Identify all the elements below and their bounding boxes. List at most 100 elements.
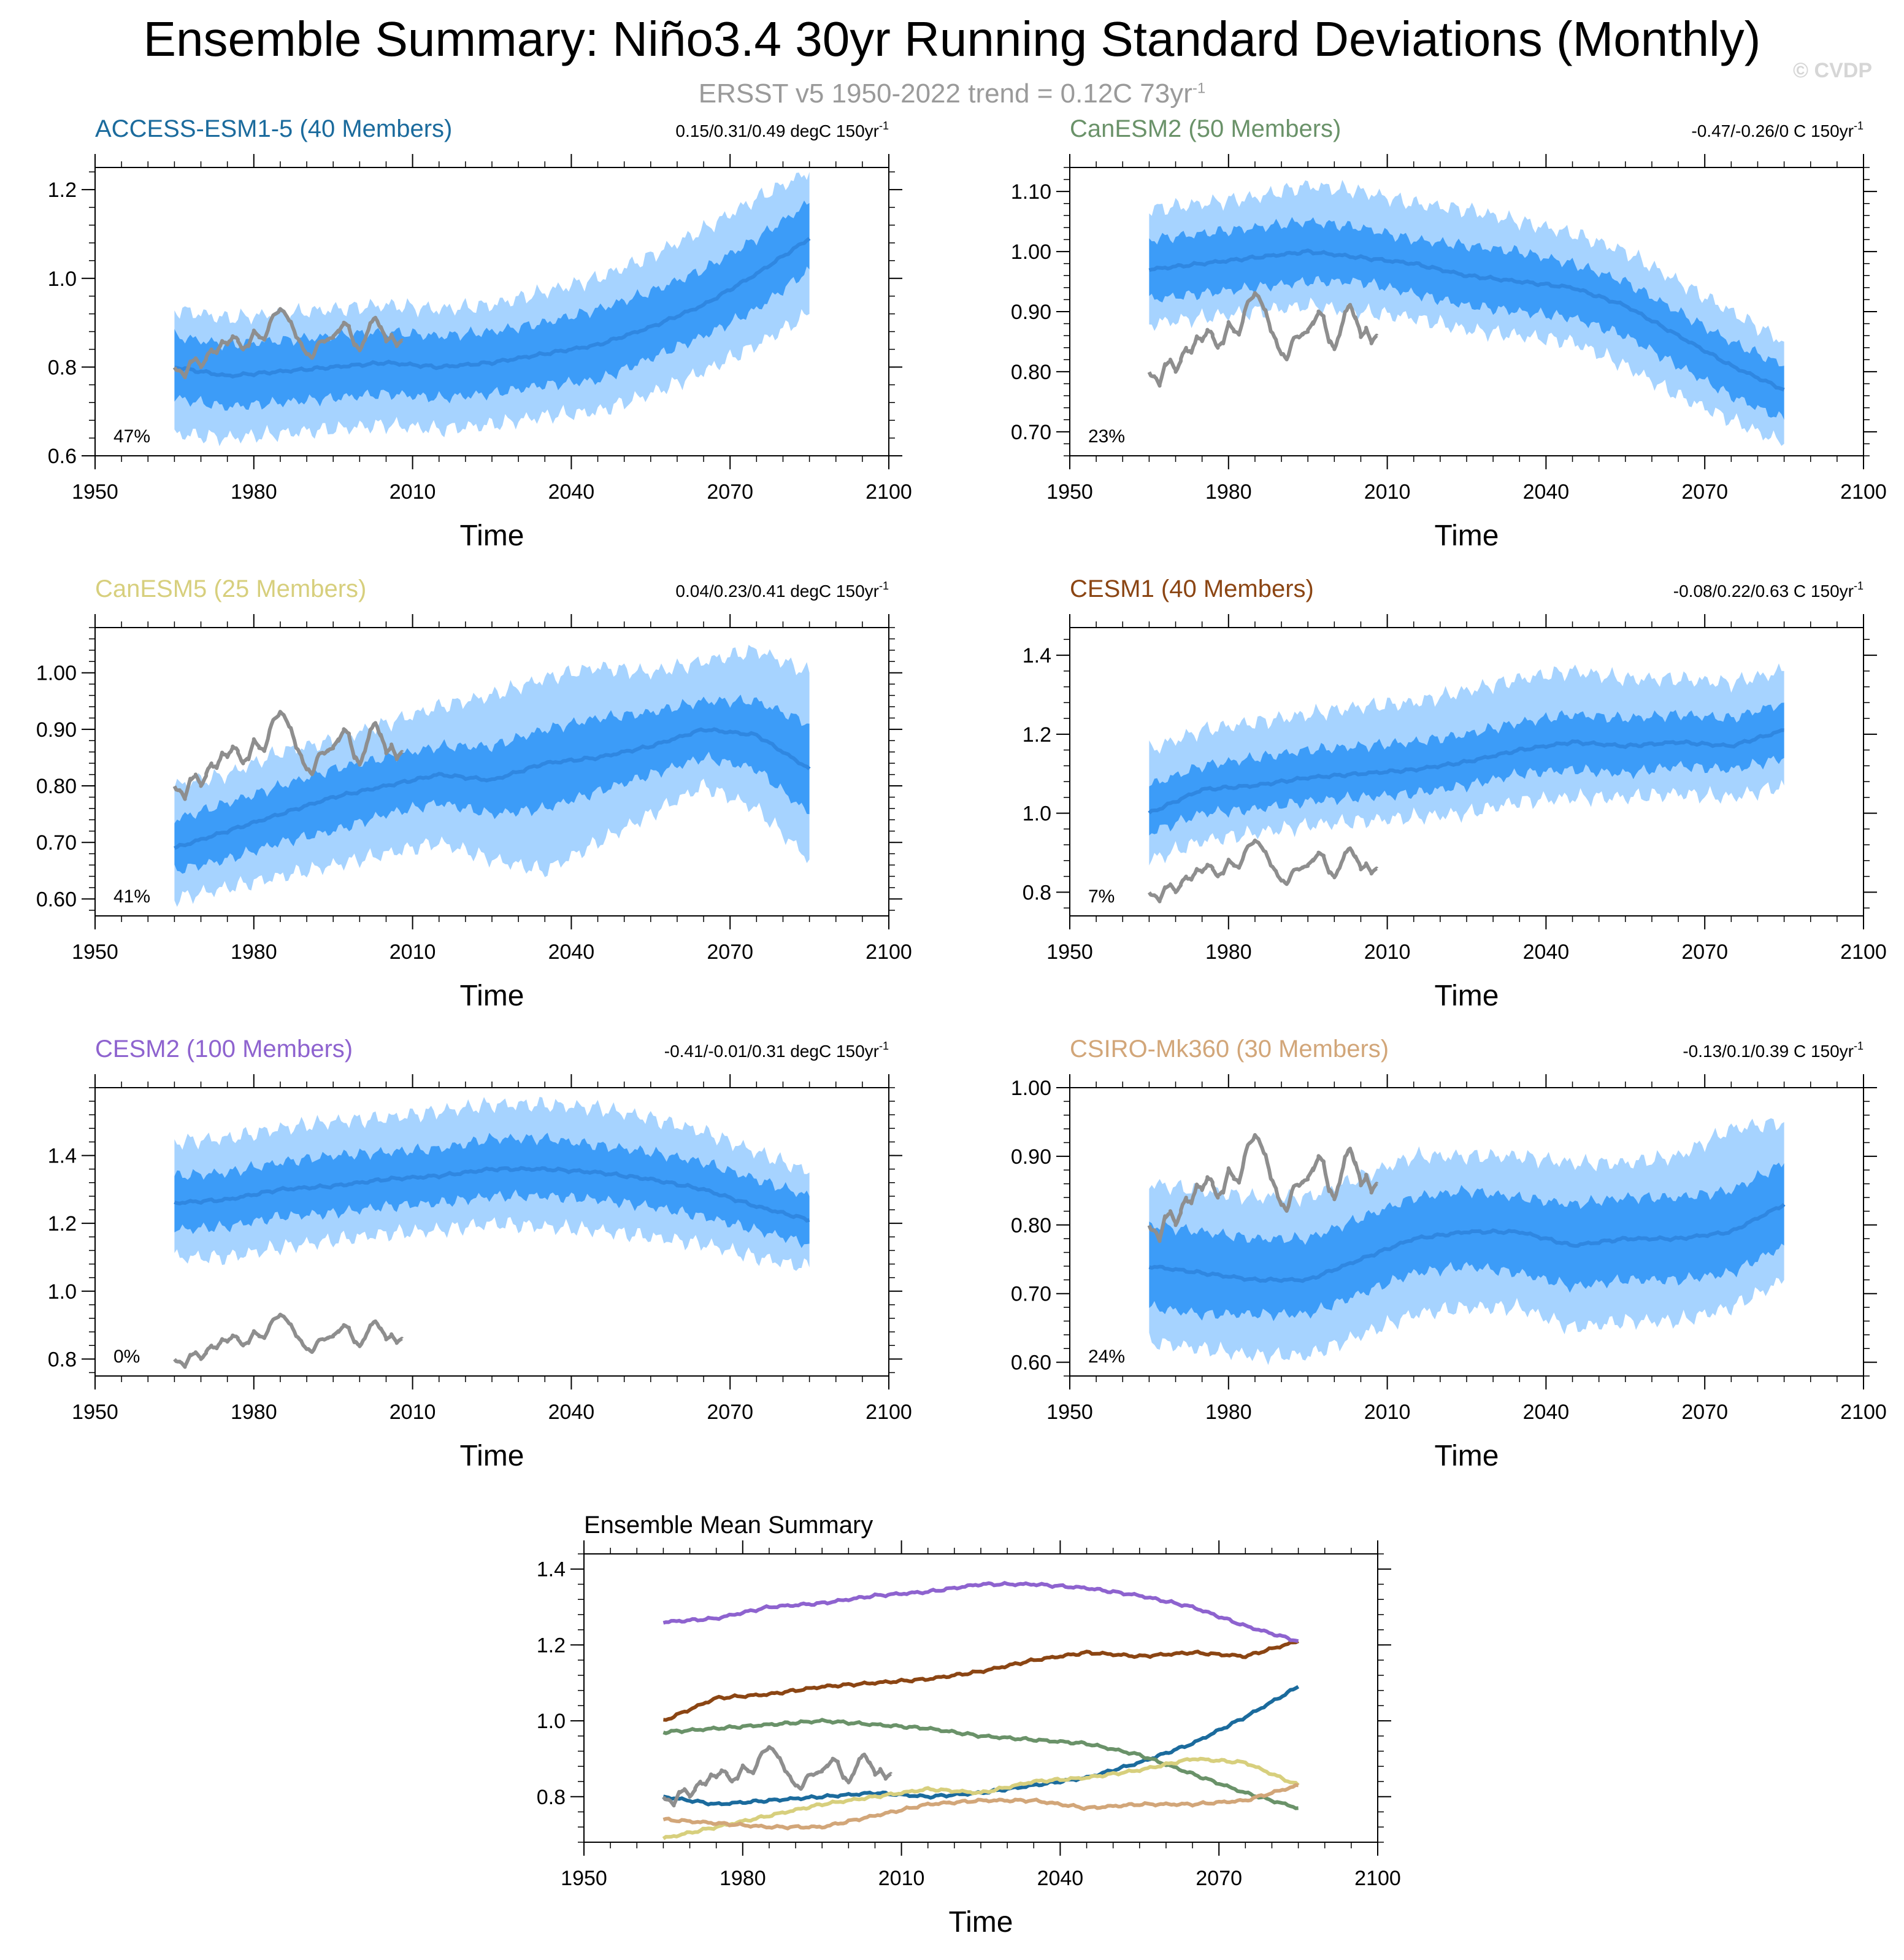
series-line-canesm2 bbox=[662, 1718, 1299, 1810]
x-tick-label: 1950 bbox=[72, 940, 118, 964]
y-tick-label: 1.00 bbox=[1011, 1077, 1051, 1100]
series-line-cesm1 bbox=[663, 1639, 1299, 1722]
x-tick-label: 2070 bbox=[1681, 480, 1728, 504]
chart-panel-1: ACCESS-ESM1-5 (40 Members) 0.15/0.31/0.49… bbox=[48, 115, 912, 552]
observations-line bbox=[172, 307, 404, 380]
x-tick-label: 2100 bbox=[1840, 940, 1887, 964]
panel-title: ACCESS-ESM1-5 (40 Members) bbox=[95, 115, 452, 142]
chart-panel-2: CanESM2 (50 Members) -0.47/-0.26/0 C 150y… bbox=[1011, 115, 1887, 552]
x-tick-label: 2010 bbox=[1364, 1401, 1411, 1424]
x-tick-label: 2070 bbox=[1196, 1867, 1242, 1890]
page-title: Ensemble Summary: Niño3.4 30yr Running S… bbox=[143, 12, 1761, 66]
y-tick-label: 0.8 bbox=[1023, 881, 1051, 904]
ensemble-mean-line bbox=[1148, 1202, 1786, 1283]
x-tick-label: 2040 bbox=[1523, 1401, 1570, 1424]
y-tick-label: 0.80 bbox=[1011, 361, 1051, 384]
series-line-canesm5 bbox=[662, 1756, 1300, 1840]
plot-area bbox=[1147, 1118, 1786, 1366]
y-tick-label: 0.80 bbox=[36, 775, 77, 798]
stats-text: -0.08/0.22/0.63 C 150yr bbox=[1673, 582, 1854, 601]
x-tick-label: 2040 bbox=[548, 480, 595, 504]
y-tick-label: 0.70 bbox=[1011, 421, 1051, 444]
y-tick-label: 1.0 bbox=[1023, 802, 1051, 826]
y-tick-label: 0.90 bbox=[36, 718, 77, 742]
plot-area bbox=[172, 172, 811, 447]
stats-text: -0.41/-0.01/0.31 degC 150yr bbox=[664, 1042, 879, 1061]
x-tick-label: 2070 bbox=[707, 480, 753, 504]
x-tick-label: 2070 bbox=[707, 940, 753, 964]
y-tick-label: 0.60 bbox=[36, 888, 77, 911]
x-axis-label: Time bbox=[460, 980, 524, 1012]
observations-subtitle: ERSST v5 1950-2022 trend = 0.12C 73yr-1 bbox=[0, 79, 1904, 109]
x-tick-label: 1950 bbox=[1046, 940, 1093, 964]
y-tick-label: 0.8 bbox=[537, 1786, 566, 1809]
subtitle-text: ERSST v5 1950-2022 trend = 0.12C 73yr bbox=[698, 79, 1192, 109]
chart-panel-5: CESM2 (100 Members) -0.41/-0.01/0.31 degC… bbox=[48, 1036, 912, 1472]
ensemble-25-75-band bbox=[1149, 702, 1784, 836]
x-tick-label: 2100 bbox=[866, 940, 912, 964]
panel-title: CSIRO-Mk360 (30 Members) bbox=[1070, 1036, 1389, 1063]
y-tick-label: 0.60 bbox=[1011, 1351, 1051, 1375]
x-tick-label: 2010 bbox=[390, 480, 436, 504]
x-axis-label: Time bbox=[949, 1906, 1013, 1939]
plot-area bbox=[1147, 663, 1784, 904]
ensemble-25-75-band bbox=[1149, 1163, 1784, 1321]
copyright-watermark: © CVDP bbox=[1793, 59, 1872, 82]
stats-exponent: -1 bbox=[1854, 580, 1864, 592]
panel-stats: -0.08/0.22/0.63 C 150yr-1 bbox=[1673, 580, 1864, 601]
stats-text: 0.15/0.31/0.49 degC 150yr bbox=[675, 121, 879, 140]
observations-line bbox=[1147, 291, 1379, 388]
x-axis-label: Time bbox=[460, 520, 524, 552]
panel-title: CanESM2 (50 Members) bbox=[1070, 115, 1341, 142]
chart-panel-3: CanESM5 (25 Members) 0.04/0.23/0.41 degC … bbox=[36, 575, 912, 1012]
ensemble-mean-line bbox=[174, 1166, 810, 1223]
ensemble-25-75-band bbox=[174, 694, 810, 874]
x-tick-label: 1980 bbox=[1205, 480, 1252, 504]
x-tick-label: 2070 bbox=[1681, 1401, 1728, 1424]
stats-exponent: -1 bbox=[879, 580, 889, 592]
chart-panel-4: CESM1 (40 Members) -0.08/0.22/0.63 C 150y… bbox=[1023, 575, 1887, 1012]
stats-exponent: -1 bbox=[1854, 1040, 1864, 1052]
x-tick-label: 1950 bbox=[1046, 1401, 1093, 1424]
y-tick-label: 0.70 bbox=[36, 831, 77, 855]
x-tick-label: 1980 bbox=[231, 940, 277, 964]
x-tick-label: 2010 bbox=[390, 940, 436, 964]
stats-exponent: -1 bbox=[879, 1040, 889, 1052]
x-tick-label: 2040 bbox=[1523, 480, 1570, 504]
chart-panel-6: CSIRO-Mk360 (30 Members) -0.13/0.1/0.39 C… bbox=[1011, 1036, 1887, 1472]
y-tick-label: 0.90 bbox=[1011, 301, 1051, 324]
x-tick-label: 2100 bbox=[1354, 1867, 1401, 1890]
series-line-csiro-mk360 bbox=[662, 1783, 1299, 1831]
ensemble-mean-line bbox=[1148, 728, 1784, 815]
panel-title: CESM1 (40 Members) bbox=[1070, 575, 1314, 602]
y-tick-label: 0.8 bbox=[48, 1348, 77, 1371]
x-axis-label: Time bbox=[460, 1440, 524, 1472]
x-tick-label: 2100 bbox=[866, 480, 912, 504]
y-tick-label: 0.80 bbox=[1011, 1214, 1051, 1237]
panel-stats: -0.41/-0.01/0.31 degC 150yr-1 bbox=[664, 1040, 889, 1061]
plot-area bbox=[172, 645, 811, 907]
x-tick-label: 2070 bbox=[1681, 940, 1728, 964]
ensemble-mean-line bbox=[174, 727, 811, 850]
stats-text: -0.13/0.1/0.39 C 150yr bbox=[1683, 1042, 1854, 1061]
y-tick-label: 1.2 bbox=[48, 179, 77, 202]
x-tick-label: 1950 bbox=[1046, 480, 1093, 504]
x-tick-label: 1980 bbox=[720, 1867, 766, 1890]
x-tick-label: 2010 bbox=[390, 1401, 436, 1424]
percent-label: 41% bbox=[113, 886, 150, 907]
observations-line bbox=[1147, 1132, 1379, 1243]
y-tick-label: 1.4 bbox=[537, 1558, 566, 1581]
panel-stats: -0.13/0.1/0.39 C 150yr-1 bbox=[1683, 1040, 1864, 1061]
x-tick-label: 1950 bbox=[72, 1401, 118, 1424]
panel-stats: -0.47/-0.26/0 C 150yr-1 bbox=[1691, 120, 1864, 140]
x-tick-label: 1980 bbox=[231, 480, 277, 504]
percent-label: 0% bbox=[113, 1347, 140, 1367]
stats-exponent: -1 bbox=[879, 120, 889, 132]
y-tick-label: 0.8 bbox=[48, 356, 77, 379]
y-tick-label: 1.10 bbox=[1011, 180, 1051, 204]
y-tick-label: 1.00 bbox=[1011, 240, 1051, 264]
x-tick-label: 2040 bbox=[548, 1401, 595, 1424]
x-tick-label: 2040 bbox=[1037, 1867, 1084, 1890]
stats-text: -0.47/-0.26/0 C 150yr bbox=[1691, 121, 1854, 140]
